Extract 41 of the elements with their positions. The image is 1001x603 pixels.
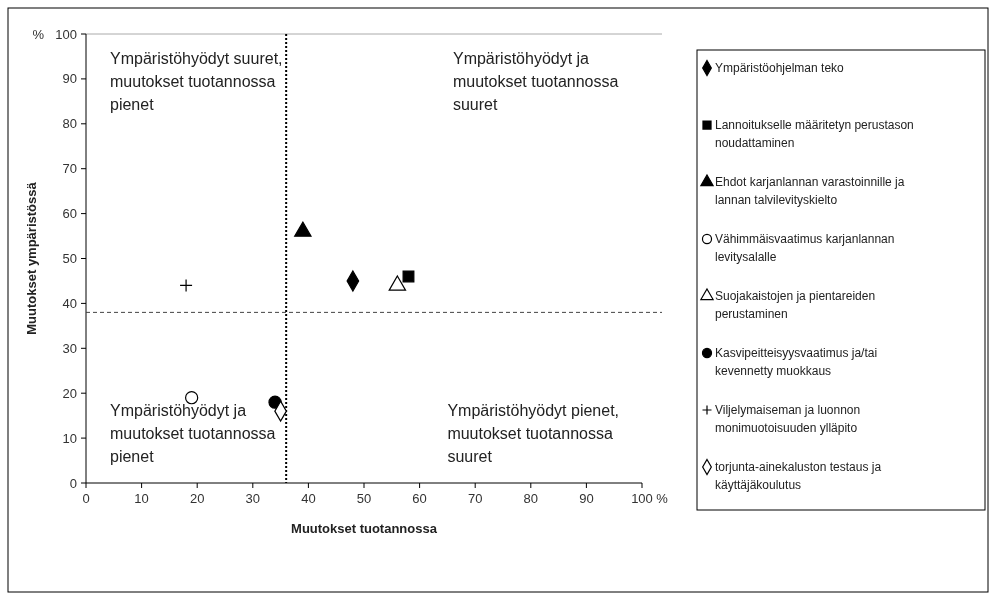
y-tick-label: 0 <box>69 475 77 491</box>
x-tick-label: 90 <box>579 491 594 506</box>
x-tick-label: 30 <box>245 491 261 506</box>
legend-label: Viljelymaiseman ja luonnon monimuotoisuuden ylläpito <box>715 403 861 435</box>
point <box>184 391 199 405</box>
annotation: Ympäristöhyödyt ja muutokset tuotannossa pienet <box>110 402 276 465</box>
x-tick-label: 70 <box>467 491 483 506</box>
annotation: Ympäristöhyödyt suuret, muutokset tuotannossa pienet <box>110 50 283 113</box>
y-tick-label: 70 <box>62 161 77 177</box>
legend-label: Lannoitukselle määritetyn perustason noudattaminen <box>715 118 914 150</box>
legend-label: Kasvipeitteisyysvaatimus ja/tai kevennetty muokkaus <box>715 346 878 378</box>
x-tick-label: 10 <box>134 491 149 506</box>
x-tick-label: 0 <box>82 491 90 506</box>
y-tick-label: 20 <box>62 385 77 401</box>
legend-label: Suojakaistojen ja pientareiden perustaminen <box>715 289 876 321</box>
x-tick-label: 20 <box>189 491 205 506</box>
y-tick-label: 90 <box>62 71 77 87</box>
legend-label: Ehdot karjanlannan varastoinnille ja lannan talvilevityskielto <box>715 175 905 207</box>
text: % <box>656 491 669 506</box>
point <box>402 270 415 283</box>
y-tick-label: 100 <box>55 26 77 42</box>
x-tick-label: 60 <box>412 491 427 506</box>
x-tick-label: 80 <box>523 491 539 506</box>
y-tick-label: 30 <box>62 340 77 356</box>
point <box>179 278 193 293</box>
x-axis-title: Muutokset tuotannossa <box>291 521 438 536</box>
annotation: Ympäristöhyödyt pienet, muutokset tuotannossa suuret <box>447 402 620 465</box>
y-tick-label: 10 <box>62 430 77 446</box>
annotation: Ympäristöhyödyt ja muutokset tuotannossa suuret <box>452 50 619 113</box>
y-tick-label: 40 <box>62 295 77 311</box>
y-tick-label: 50 <box>62 251 77 266</box>
legend-label: Ympäristöohjelman teko <box>715 61 845 75</box>
y-tick-label: 80 <box>62 116 77 132</box>
y-axis-title: Muutokset ympäristössä <box>24 181 39 335</box>
y-tick-label: 60 <box>62 206 77 222</box>
text: % <box>32 26 45 42</box>
x-tick-label: 50 <box>356 491 372 506</box>
legend-label: Vähimmäisvaatimus karjanlannan levitysalalle <box>715 232 895 264</box>
x-tick-label: 100 <box>631 491 653 506</box>
x-tick-label: 40 <box>301 491 316 506</box>
legend-label: torjunta-ainekaluston testaus ja käyttäjäkoulutus <box>715 460 882 492</box>
